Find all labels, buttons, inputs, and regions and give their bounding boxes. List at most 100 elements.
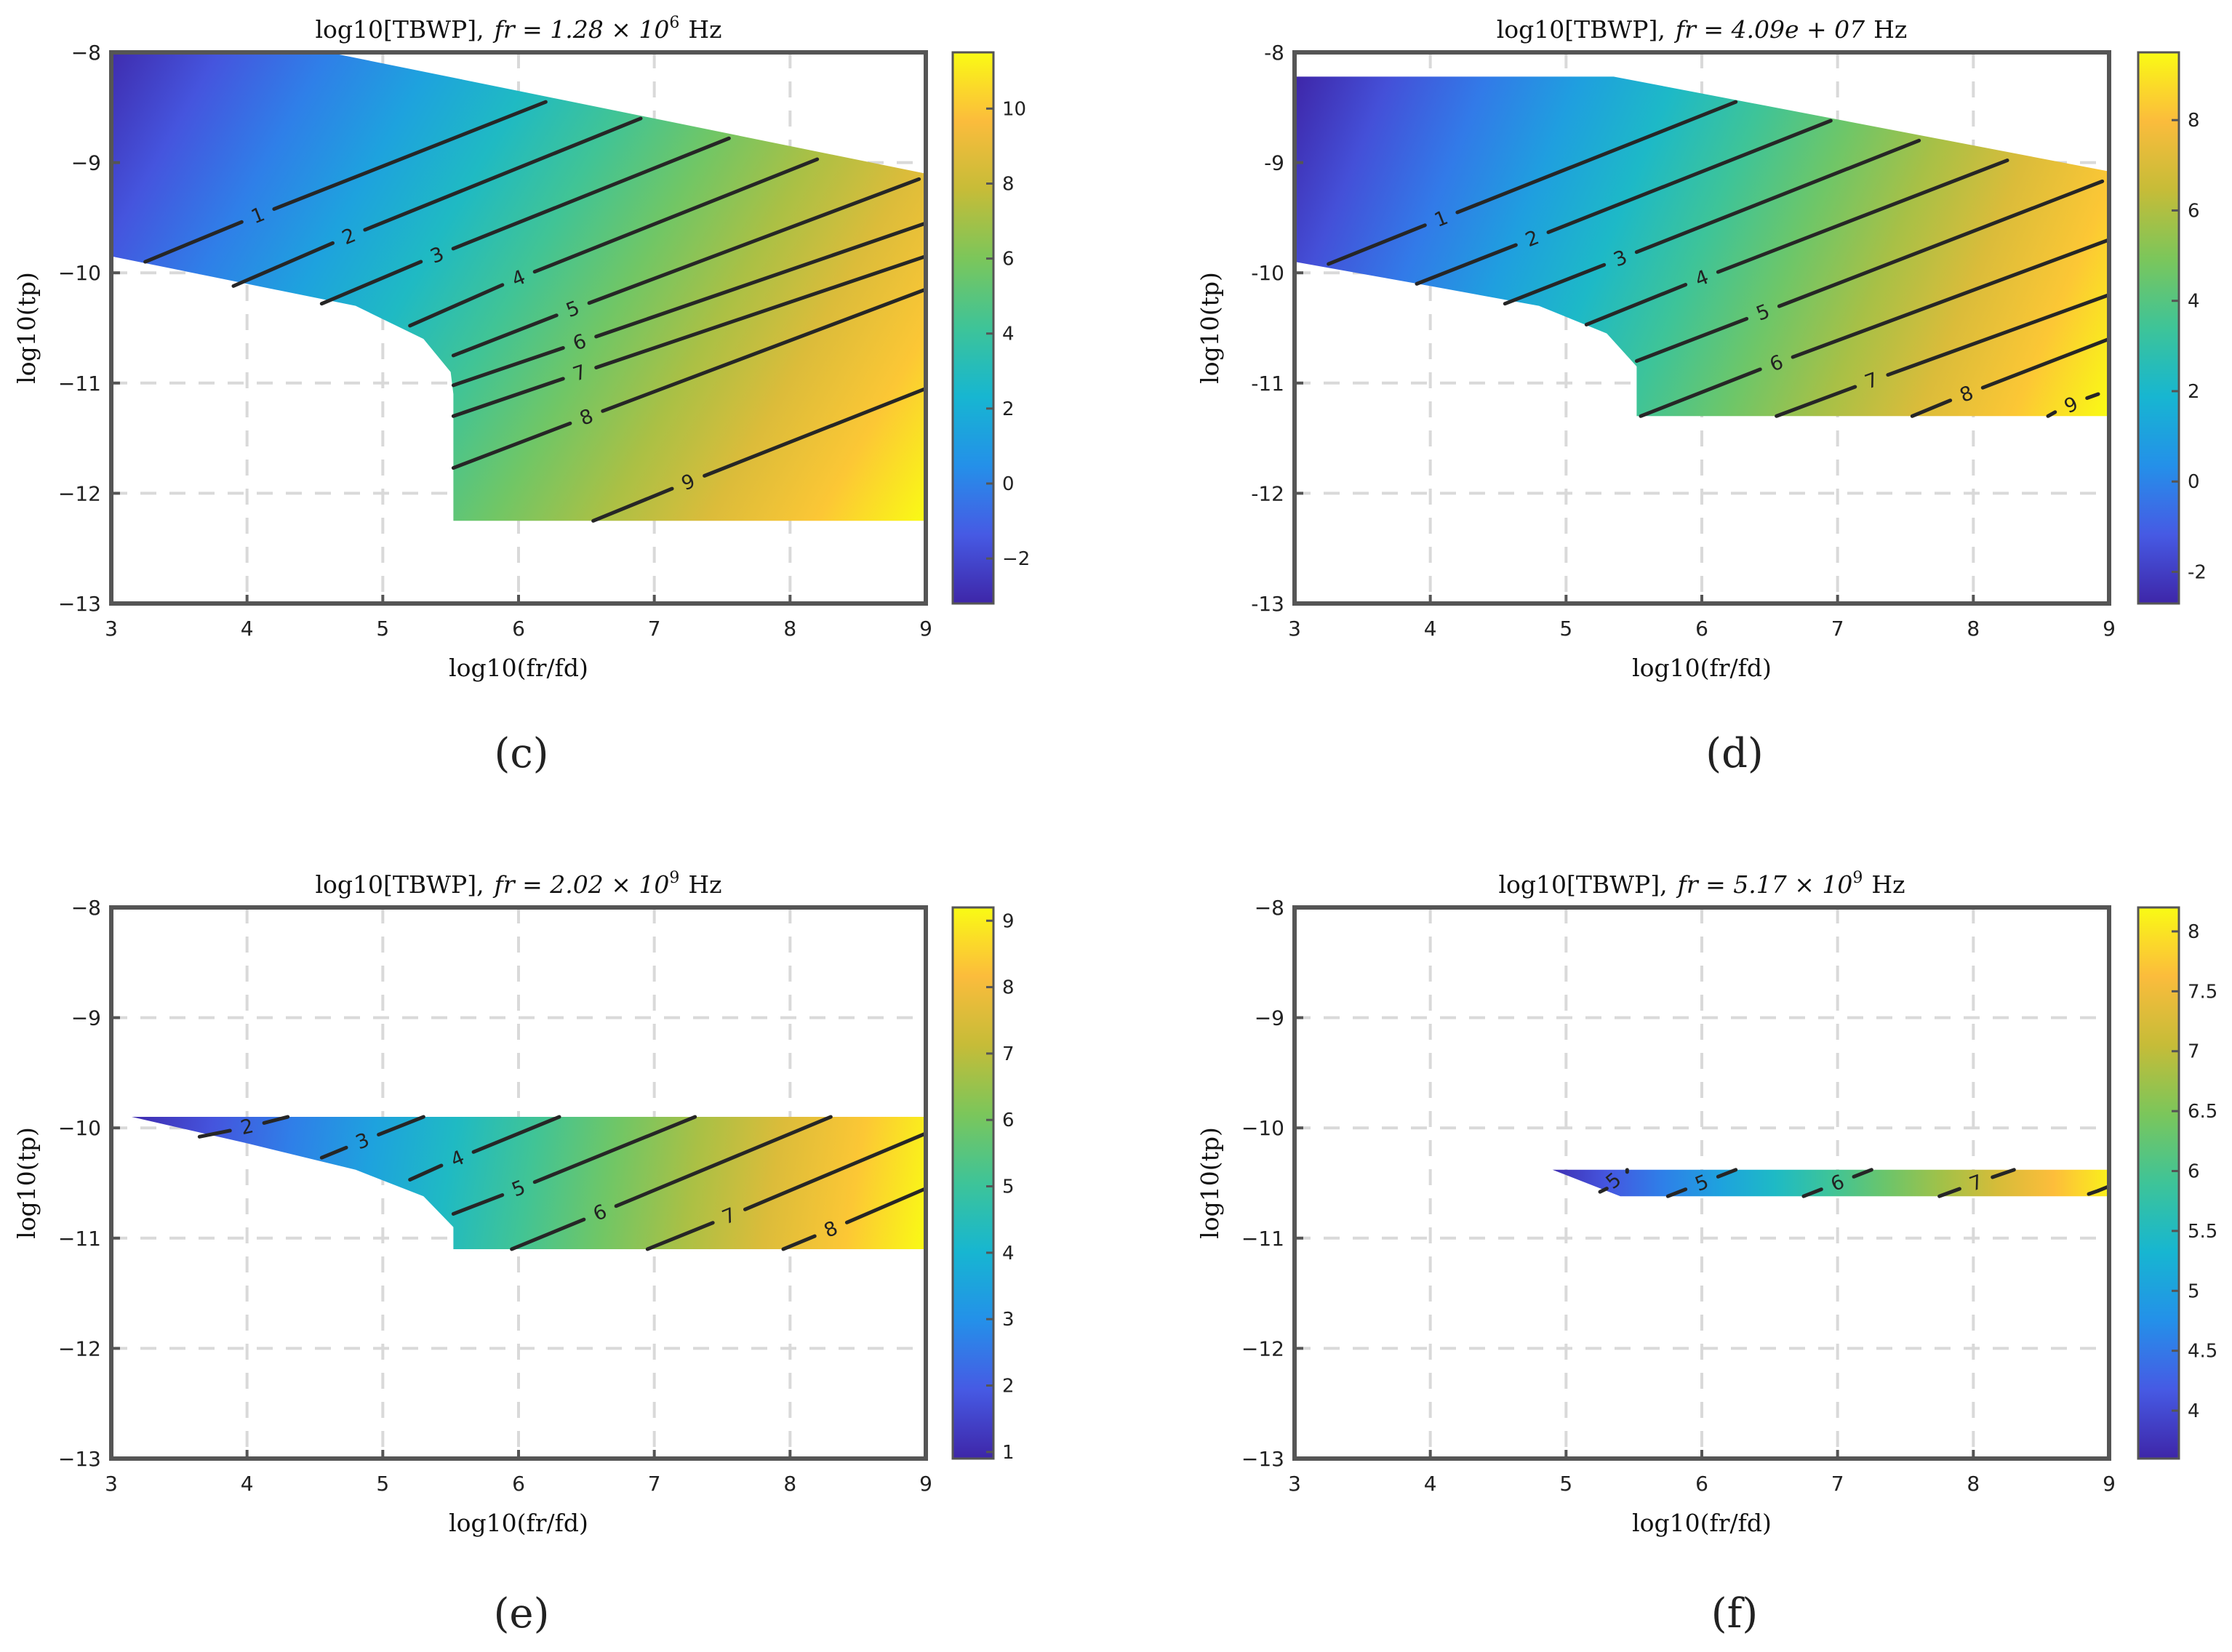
contour-line <box>601 287 928 413</box>
title-param: fr = 5.17 × 10 <box>1676 870 1853 899</box>
colorbar-tick-label: 2 <box>2188 381 2200 403</box>
y-tick-label: −13 <box>1241 1447 1284 1471</box>
contour-line <box>594 254 928 369</box>
contour-line <box>363 116 643 232</box>
x-tick-label: 7 <box>648 1472 661 1496</box>
colorbar-tick-label: 8 <box>2188 110 2200 132</box>
colorbar-tick-label: 1 <box>1002 1442 1015 1464</box>
colorbar-tick-label: 2 <box>1002 398 1015 420</box>
y-tick-label: -9 <box>1264 151 1284 175</box>
contour-label: 2 <box>239 1115 256 1139</box>
x-tick-label: 7 <box>1831 1472 1844 1496</box>
contour-line <box>645 1221 715 1251</box>
contour-line <box>1455 100 1738 214</box>
panel-letter: (c) <box>494 730 548 777</box>
y-axis-label: log10(tp) <box>1196 1127 1224 1239</box>
y-tick-label: −9 <box>71 1006 101 1030</box>
colorbar-tick-label: 7 <box>1002 1043 1015 1065</box>
contour-line <box>1852 1168 1873 1179</box>
colorbar-tick-label: −2 <box>1002 548 1030 570</box>
panel-letter: (d) <box>1705 730 1764 777</box>
x-tick-label: 4 <box>1424 1472 1437 1496</box>
y-tick-label: -10 <box>1251 261 1284 285</box>
y-tick-label: −10 <box>58 261 101 285</box>
x-tick-label: 6 <box>512 617 525 641</box>
colorbar <box>2137 906 2180 1460</box>
contour-line <box>1639 367 1762 418</box>
panel-f: 5 5 6 73 4 5 6 7 8 9−8−9−10−11−12−13log10(fr/fd)l… <box>1196 869 2217 1637</box>
colorbar-tick-label: 4 <box>2188 291 2200 313</box>
x-tick-label: 5 <box>376 617 389 641</box>
y-tick-label: −10 <box>58 1116 101 1140</box>
contour-line <box>272 100 548 211</box>
colorbar-tick-label: 4 <box>2188 1400 2200 1422</box>
title-main: log10[TBWP], <box>315 15 484 44</box>
colorbar-tick-label: 5 <box>1002 1176 1015 1198</box>
contour-line <box>471 1115 561 1154</box>
x-tick-label: 5 <box>1559 1472 1572 1496</box>
title-main: log10[TBWP], <box>1498 870 1667 899</box>
contour-line <box>1716 159 2009 274</box>
contour-line <box>451 313 559 358</box>
x-tick-label: 9 <box>2103 617 2116 641</box>
y-tick-label: -8 <box>1264 41 1284 65</box>
x-axis-label: log10(fr/fd) <box>449 654 588 682</box>
y-tick-label: −8 <box>71 41 101 65</box>
colorbar <box>2137 51 2180 605</box>
contour-line <box>1886 293 2111 377</box>
colorbar-tick-label: 4.5 <box>2188 1341 2217 1363</box>
x-tick-label: 6 <box>1695 1472 1708 1496</box>
x-tick-label: 3 <box>1288 617 1301 641</box>
title-unit: Hz <box>1871 870 1905 899</box>
x-tick-label: 5 <box>376 1472 389 1496</box>
title-exponent: 9 <box>669 869 679 887</box>
contour-line <box>262 1115 290 1125</box>
colorbar <box>951 51 995 605</box>
y-tick-label: −12 <box>58 481 101 505</box>
heatmap-region <box>132 1117 926 1249</box>
x-tick-label: 4 <box>241 617 254 641</box>
x-tick-label: 5 <box>1559 617 1572 641</box>
x-tick-label: 8 <box>783 1472 796 1496</box>
contour-line <box>1546 119 1833 234</box>
x-tick-label: 6 <box>1695 617 1708 641</box>
contour-line <box>408 283 505 328</box>
contour-line <box>510 1217 586 1251</box>
colorbar <box>951 906 995 1460</box>
contour-line <box>591 486 674 523</box>
colorbar-tick-label: 6 <box>2188 1161 2200 1183</box>
colorbar-tick-label: 0 <box>1002 473 1015 495</box>
x-axis-label: log10(fr/fd) <box>1632 1509 1772 1537</box>
heatmap-region <box>111 52 926 521</box>
title-main: log10[TBWP], <box>1497 15 1665 44</box>
contour-line <box>319 1145 348 1160</box>
x-tick-label: 8 <box>1967 617 1980 641</box>
colorbar-tick-label: 5.5 <box>2188 1221 2217 1243</box>
contour-line <box>2046 410 2057 418</box>
colorbar-tick-label: 8 <box>1002 173 1015 195</box>
contour-line <box>1503 262 1607 306</box>
colorbar-tick-label: 9 <box>1002 910 1015 932</box>
title-param: fr = 2.02 × 10 <box>492 870 670 899</box>
y-tick-label: −11 <box>1241 1227 1284 1251</box>
contour-line <box>594 221 928 339</box>
panel-e: 2 3 4 5 6 7 8 3 4 5 6 7 8 9 −8 −9 −10 −11 −12 −13 log10(fr/f… <box>12 869 1015 1637</box>
y-tick-label: −9 <box>1255 1006 1284 1030</box>
colorbar-tick-label: 8 <box>2188 921 2200 943</box>
x-axis-label: log10(fr/fd) <box>449 1509 588 1537</box>
colorbar-tick-label: 2 <box>1002 1376 1015 1398</box>
x-tick-label: 3 <box>105 1472 118 1496</box>
x-tick-label: 7 <box>1831 617 1844 641</box>
contour-line <box>451 1193 505 1216</box>
contour-line <box>703 386 928 478</box>
y-tick-label: −9 <box>71 151 101 175</box>
y-tick-label: -13 <box>1251 592 1284 616</box>
title-unit: Hz <box>688 15 721 44</box>
y-tick-label: −8 <box>71 896 101 920</box>
x-tick-label: 9 <box>919 1472 932 1496</box>
y-axis-label: log10(tp) <box>12 272 41 384</box>
y-tick-label: −11 <box>58 1227 101 1251</box>
contour-line <box>781 1234 817 1251</box>
colorbar-tick-label: 10 <box>1002 98 1026 120</box>
